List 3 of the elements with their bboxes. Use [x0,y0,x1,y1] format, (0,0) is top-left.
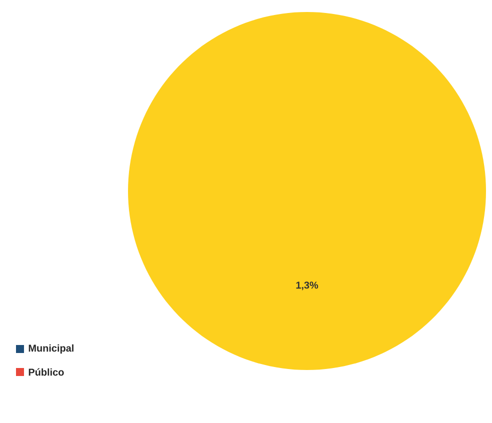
legend-label: Público [28,368,64,376]
data-label: 1,3% [296,282,318,290]
legend-label: Municipal [28,344,74,354]
